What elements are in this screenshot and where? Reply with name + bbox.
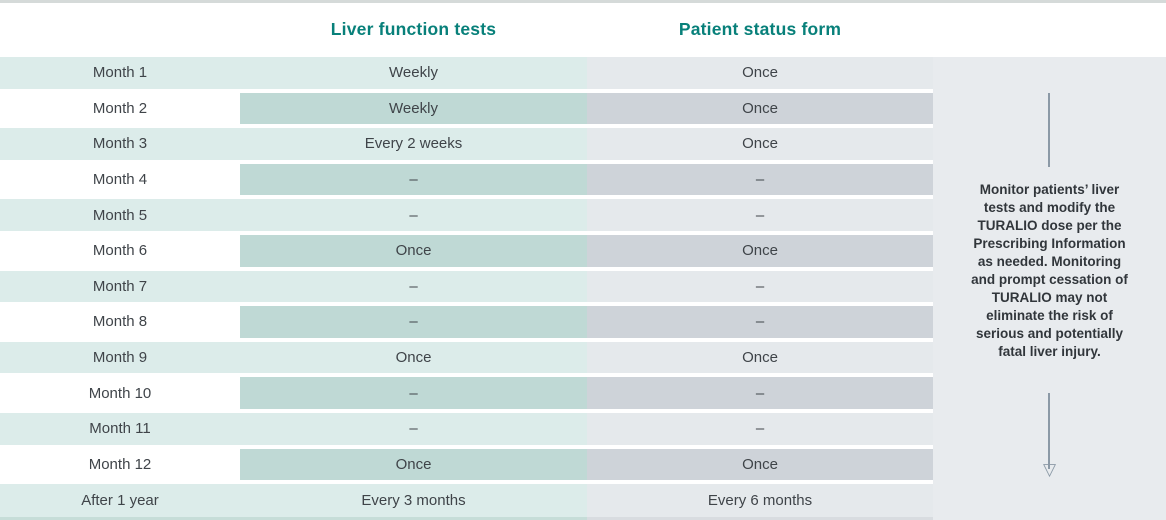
top-divider bbox=[0, 0, 1166, 3]
table-row: Month 1 Weekly Once bbox=[0, 57, 933, 89]
down-arrow-line-top bbox=[1048, 93, 1050, 167]
liver-tests-cell: Once bbox=[240, 234, 587, 267]
table-row: Month 6 Once Once bbox=[0, 234, 933, 267]
table-row: Month 11 – – bbox=[0, 412, 933, 445]
patient-form-cell: Once bbox=[587, 234, 933, 267]
monitoring-note-line: and prompt cessation of bbox=[971, 272, 1128, 287]
monitoring-note-line: TURALIO dose per the bbox=[977, 218, 1122, 233]
month-cell: Month 8 bbox=[0, 306, 240, 338]
month-cell: Month 12 bbox=[0, 448, 240, 481]
liver-tests-cell: – bbox=[240, 163, 587, 196]
patient-form-cell: – bbox=[587, 412, 933, 445]
table-row: Month 10 – – bbox=[0, 377, 933, 409]
table-row: Month 8 – – bbox=[0, 306, 933, 338]
patient-form-cell: Every 6 months bbox=[587, 484, 933, 517]
liver-tests-cell: Weekly bbox=[240, 57, 587, 89]
patient-form-cell: Once bbox=[587, 341, 933, 374]
schedule-table: Month 1 Weekly Once Month 2 Weekly Once … bbox=[0, 57, 933, 517]
liver-tests-cell: – bbox=[240, 412, 587, 445]
month-cell: Month 10 bbox=[0, 377, 240, 409]
month-cell: Month 3 bbox=[0, 128, 240, 160]
table-row: Month 12 Once Once bbox=[0, 448, 933, 481]
bottom-divider-teal bbox=[0, 517, 587, 520]
patient-form-cell: – bbox=[587, 306, 933, 338]
liver-tests-column-header: Liver function tests bbox=[330, 19, 497, 39]
table-row: Month 3 Every 2 weeks Once bbox=[0, 128, 933, 160]
bottom-divider bbox=[0, 517, 933, 520]
liver-tests-cell: – bbox=[240, 199, 587, 231]
patient-form-cell: Once bbox=[587, 57, 933, 89]
month-cell: Month 5 bbox=[0, 199, 240, 231]
patient-form-cell: – bbox=[587, 377, 933, 409]
month-cell: Month 9 bbox=[0, 341, 240, 374]
monitoring-note-line: fatal liver injury. bbox=[998, 344, 1101, 359]
liver-tests-cell: Once bbox=[240, 448, 587, 481]
bottom-divider-gray bbox=[587, 517, 933, 520]
down-arrow-line-bottom bbox=[1048, 393, 1050, 469]
monitoring-note: Monitor patients’ liver tests and modify… bbox=[933, 181, 1166, 361]
patient-form-cell: – bbox=[587, 163, 933, 196]
month-cell: Month 11 bbox=[0, 412, 240, 445]
month-cell: After 1 year bbox=[0, 484, 240, 517]
month-cell: Month 7 bbox=[0, 270, 240, 303]
patient-form-column-header: Patient status form bbox=[678, 19, 842, 39]
table-row: Month 5 – – bbox=[0, 199, 933, 231]
month-cell: Month 6 bbox=[0, 234, 240, 267]
liver-tests-cell: Every 3 months bbox=[240, 484, 587, 517]
monitoring-note-line: as needed. Monitoring bbox=[977, 254, 1122, 269]
down-arrowhead-icon: ▽ bbox=[1042, 460, 1057, 479]
patient-form-cell: – bbox=[587, 270, 933, 303]
patient-form-cell: Once bbox=[587, 92, 933, 125]
patient-form-cell: Once bbox=[587, 448, 933, 481]
monitoring-note-line: tests and modify the bbox=[983, 200, 1116, 215]
liver-tests-cell: Weekly bbox=[240, 92, 587, 125]
monitoring-note-line: TURALIO may not bbox=[991, 290, 1108, 305]
liver-tests-cell: Once bbox=[240, 341, 587, 374]
table-row: Month 2 Weekly Once bbox=[0, 92, 933, 125]
monitoring-note-panel: Monitor patients’ liver tests and modify… bbox=[933, 57, 1166, 520]
liver-tests-cell: Every 2 weeks bbox=[240, 128, 587, 160]
monitoring-note-line: Prescribing Information bbox=[973, 236, 1126, 251]
month-cell: Month 2 bbox=[0, 92, 240, 125]
liver-tests-cell: – bbox=[240, 377, 587, 409]
monitoring-note-line: eliminate the risk of bbox=[986, 308, 1113, 323]
monitoring-note-line: serious and potentially bbox=[975, 326, 1124, 341]
table-row: Month 7 – – bbox=[0, 270, 933, 303]
patient-form-cell: – bbox=[587, 199, 933, 231]
monitoring-note-line: Monitor patients’ liver bbox=[979, 182, 1120, 197]
patient-form-cell: Once bbox=[587, 128, 933, 160]
liver-tests-cell: – bbox=[240, 270, 587, 303]
table-row: Month 4 – – bbox=[0, 163, 933, 196]
table-row: Month 9 Once Once bbox=[0, 341, 933, 374]
month-cell: Month 1 bbox=[0, 57, 240, 89]
liver-tests-cell: – bbox=[240, 306, 587, 338]
table-row: After 1 year Every 3 months Every 6 mont… bbox=[0, 484, 933, 517]
month-cell: Month 4 bbox=[0, 163, 240, 196]
